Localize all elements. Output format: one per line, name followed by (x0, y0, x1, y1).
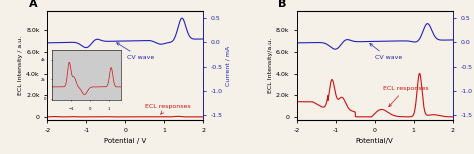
X-axis label: Potential / V: Potential / V (104, 138, 146, 144)
Y-axis label: Current / mA: Current / mA (226, 45, 231, 86)
Text: CV wave: CV wave (117, 43, 155, 60)
Text: ECL responses: ECL responses (383, 86, 428, 107)
Text: ECL responses: ECL responses (145, 104, 191, 114)
X-axis label: Potential/V: Potential/V (356, 138, 393, 144)
Text: CV wave: CV wave (370, 44, 402, 60)
Text: B: B (278, 0, 286, 9)
Y-axis label: ECL Intensity/a.u.: ECL Intensity/a.u. (268, 38, 273, 93)
Text: A: A (29, 0, 37, 9)
Y-axis label: ECL Intensity / a.u.: ECL Intensity / a.u. (18, 36, 23, 95)
